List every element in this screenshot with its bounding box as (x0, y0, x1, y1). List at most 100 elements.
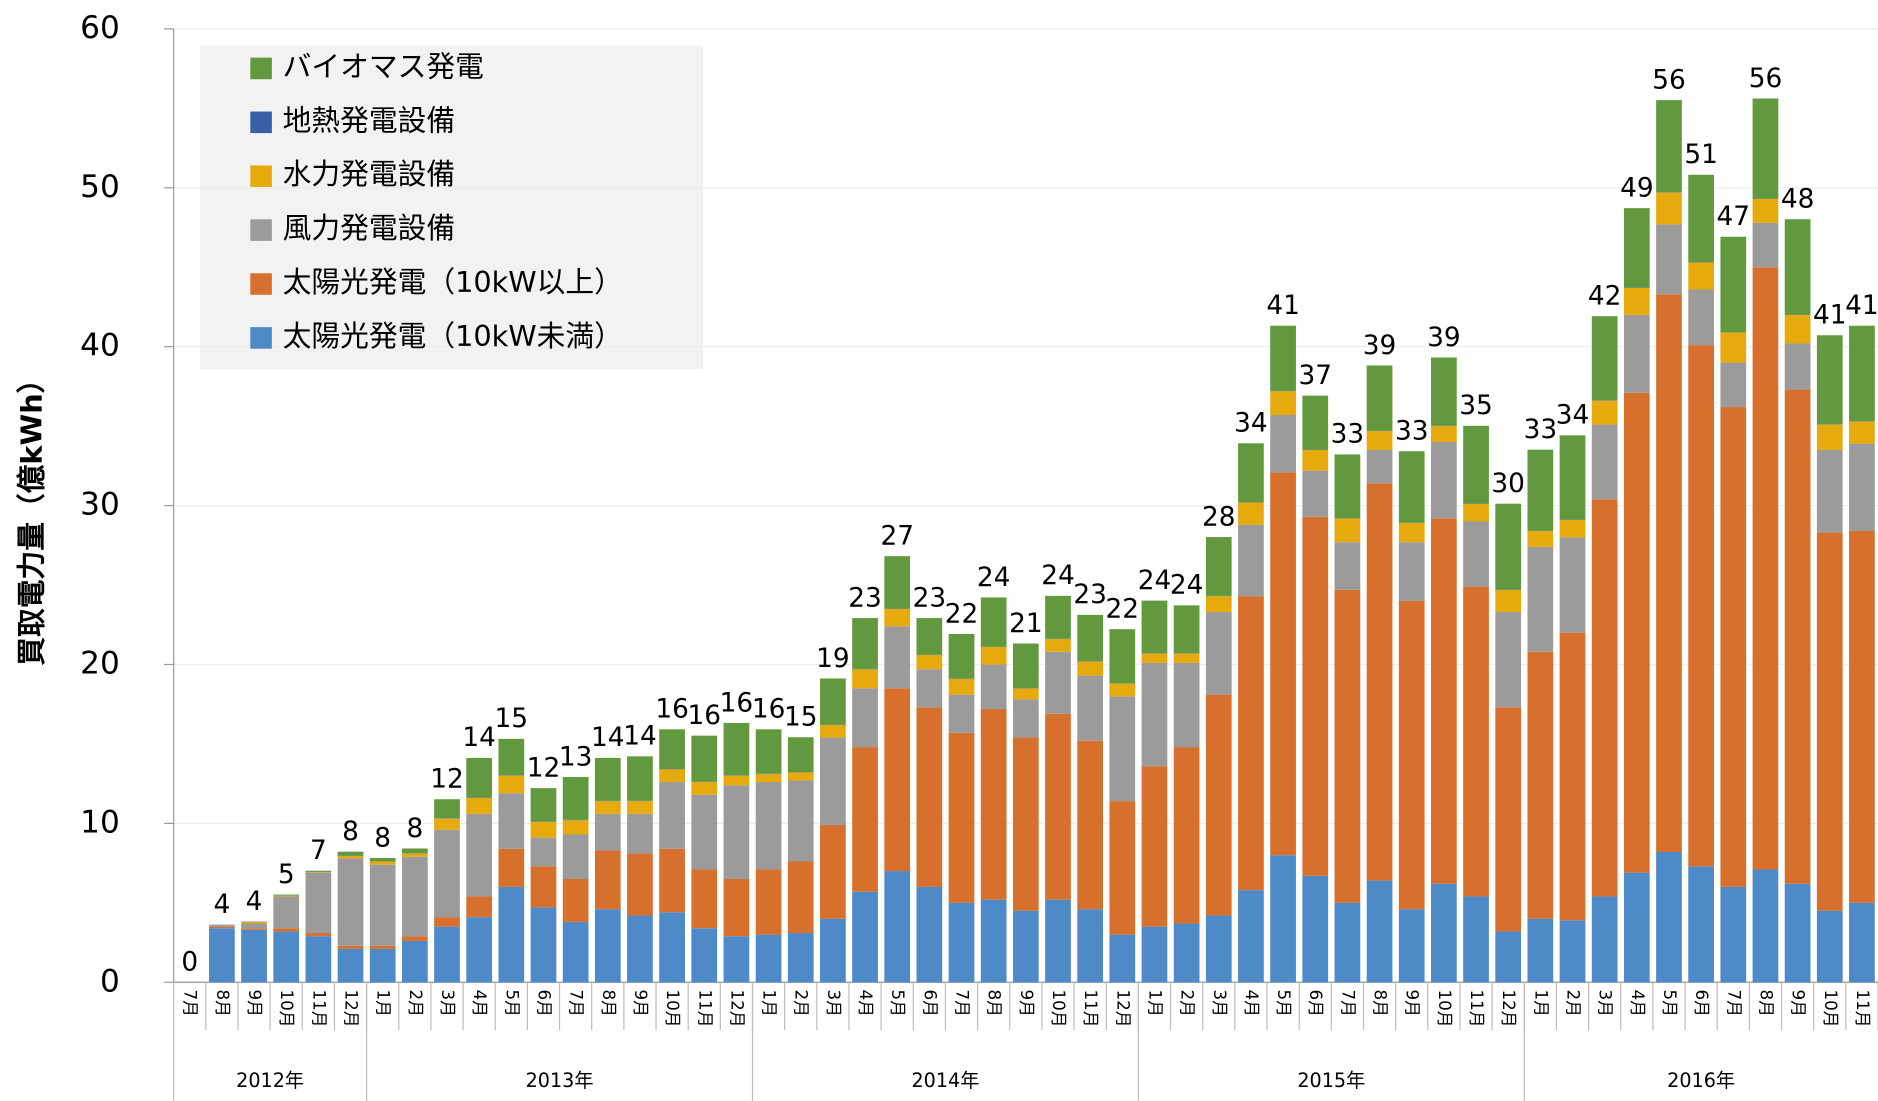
bar-segment (948, 694, 975, 733)
legend-swatch (250, 327, 272, 349)
bar-segment (1752, 267, 1779, 870)
bar-segment (369, 861, 396, 865)
x-tick-label: 3月 (824, 989, 844, 1016)
bar-segment (1816, 335, 1843, 425)
bar-segment (530, 907, 557, 983)
year-label: 2013年 (526, 1069, 594, 1092)
total-label: 23 (848, 583, 882, 613)
x-tick-label: 10月 (1821, 989, 1841, 1027)
x-tick-label: 8月 (599, 989, 619, 1016)
bar-segment (1720, 886, 1747, 983)
bar-segment (723, 775, 750, 786)
bar-segment (401, 936, 428, 941)
bar-segment (530, 821, 557, 838)
bar-segment (884, 871, 911, 983)
total-label: 16 (720, 688, 754, 718)
bar-segment (1559, 519, 1586, 538)
total-label: 19 (816, 644, 850, 674)
bar-segment (1205, 915, 1232, 983)
bar-segment (1495, 931, 1522, 983)
bar-segment (498, 738, 525, 776)
total-label: 8 (342, 817, 359, 847)
legend-label: 風力発電設備 (283, 211, 455, 245)
bar-segment (1077, 909, 1104, 983)
bar-segment (691, 735, 718, 782)
x-tick-label: 7月 (567, 989, 587, 1016)
x-tick-label: 9月 (631, 989, 651, 1016)
bar-segment (1109, 629, 1136, 684)
y-tick-label: 60 (80, 10, 120, 46)
bar-segment (820, 737, 846, 825)
bar-segment (1109, 934, 1136, 983)
total-label: 35 (1459, 391, 1493, 421)
x-tick-label: 7月 (1724, 989, 1744, 1016)
bar-segment (1205, 596, 1232, 613)
total-label: 21 (1009, 609, 1043, 639)
bar-segment (401, 940, 428, 983)
bar-segment (980, 708, 1007, 900)
bar-segment (1173, 662, 1200, 748)
total-label: 16 (688, 701, 722, 731)
bar-segment (787, 933, 814, 983)
bar-segment (980, 664, 1007, 709)
total-label: 24 (1138, 566, 1172, 596)
bar-segment (1238, 443, 1264, 503)
bar-segment (273, 928, 300, 932)
bar-segment (337, 851, 364, 856)
bar-segment (1366, 430, 1393, 450)
bar-segment (562, 834, 589, 879)
bar-segment (1238, 890, 1264, 983)
bar-segment (1816, 532, 1843, 911)
bar-segment (1270, 325, 1296, 391)
bar-segment (1334, 902, 1361, 983)
bar-segment (1238, 502, 1264, 525)
legend-label: 太陽光発電（10kW以上） (283, 265, 623, 299)
bar-segment (434, 799, 460, 819)
total-label: 56 (1749, 64, 1783, 94)
total-label: 39 (1427, 323, 1461, 353)
bar-segment (787, 772, 814, 781)
bar-segment (1752, 869, 1779, 983)
total-label: 12 (527, 753, 561, 783)
bar-segment (1398, 523, 1425, 543)
bar-segment (916, 886, 943, 983)
x-tick-label: 4月 (470, 989, 490, 1016)
x-tick-label: 10月 (1435, 989, 1455, 1027)
total-label: 4 (246, 887, 263, 917)
x-tick-label: 8月 (985, 989, 1005, 1016)
total-label: 24 (977, 563, 1011, 593)
x-tick-label: 1月 (1145, 989, 1165, 1016)
bar-segment (1334, 454, 1361, 518)
bar-segment (723, 878, 750, 937)
bar-segment (1591, 499, 1618, 897)
y-tick-label: 0 (100, 963, 120, 999)
bar-segment (498, 848, 525, 887)
legend-label: 地熱発電設備 (283, 103, 455, 137)
bar-segment (755, 934, 782, 983)
bar-segment (1431, 883, 1457, 983)
bar-segment (723, 785, 750, 879)
bar-segment (1463, 896, 1489, 983)
x-tick-label: 3月 (1596, 989, 1616, 1016)
bar-segment (305, 933, 332, 937)
bar-segment (1527, 449, 1554, 531)
x-tick-label: 5月 (1274, 989, 1294, 1016)
bar-segment (691, 869, 718, 929)
bar-segment (273, 896, 300, 929)
bar-segment (1463, 425, 1489, 504)
bar-segment (1012, 737, 1039, 911)
bar-segment (1366, 880, 1393, 983)
bar-segment (1045, 899, 1071, 983)
year-label: 2016年 (1667, 1069, 1735, 1092)
bar-segment (1431, 357, 1457, 426)
y-tick-label: 40 (80, 328, 120, 364)
total-label: 33 (1524, 415, 1558, 445)
bar-segment (627, 853, 653, 916)
x-tick-label: 4月 (856, 989, 876, 1016)
bar-segment (1077, 661, 1104, 676)
x-tick-label: 1月 (760, 989, 780, 1016)
bar-segment (1688, 174, 1714, 263)
total-label: 22 (945, 599, 979, 629)
x-tick-label: 12月 (727, 989, 747, 1027)
bar-segment (1141, 653, 1168, 663)
